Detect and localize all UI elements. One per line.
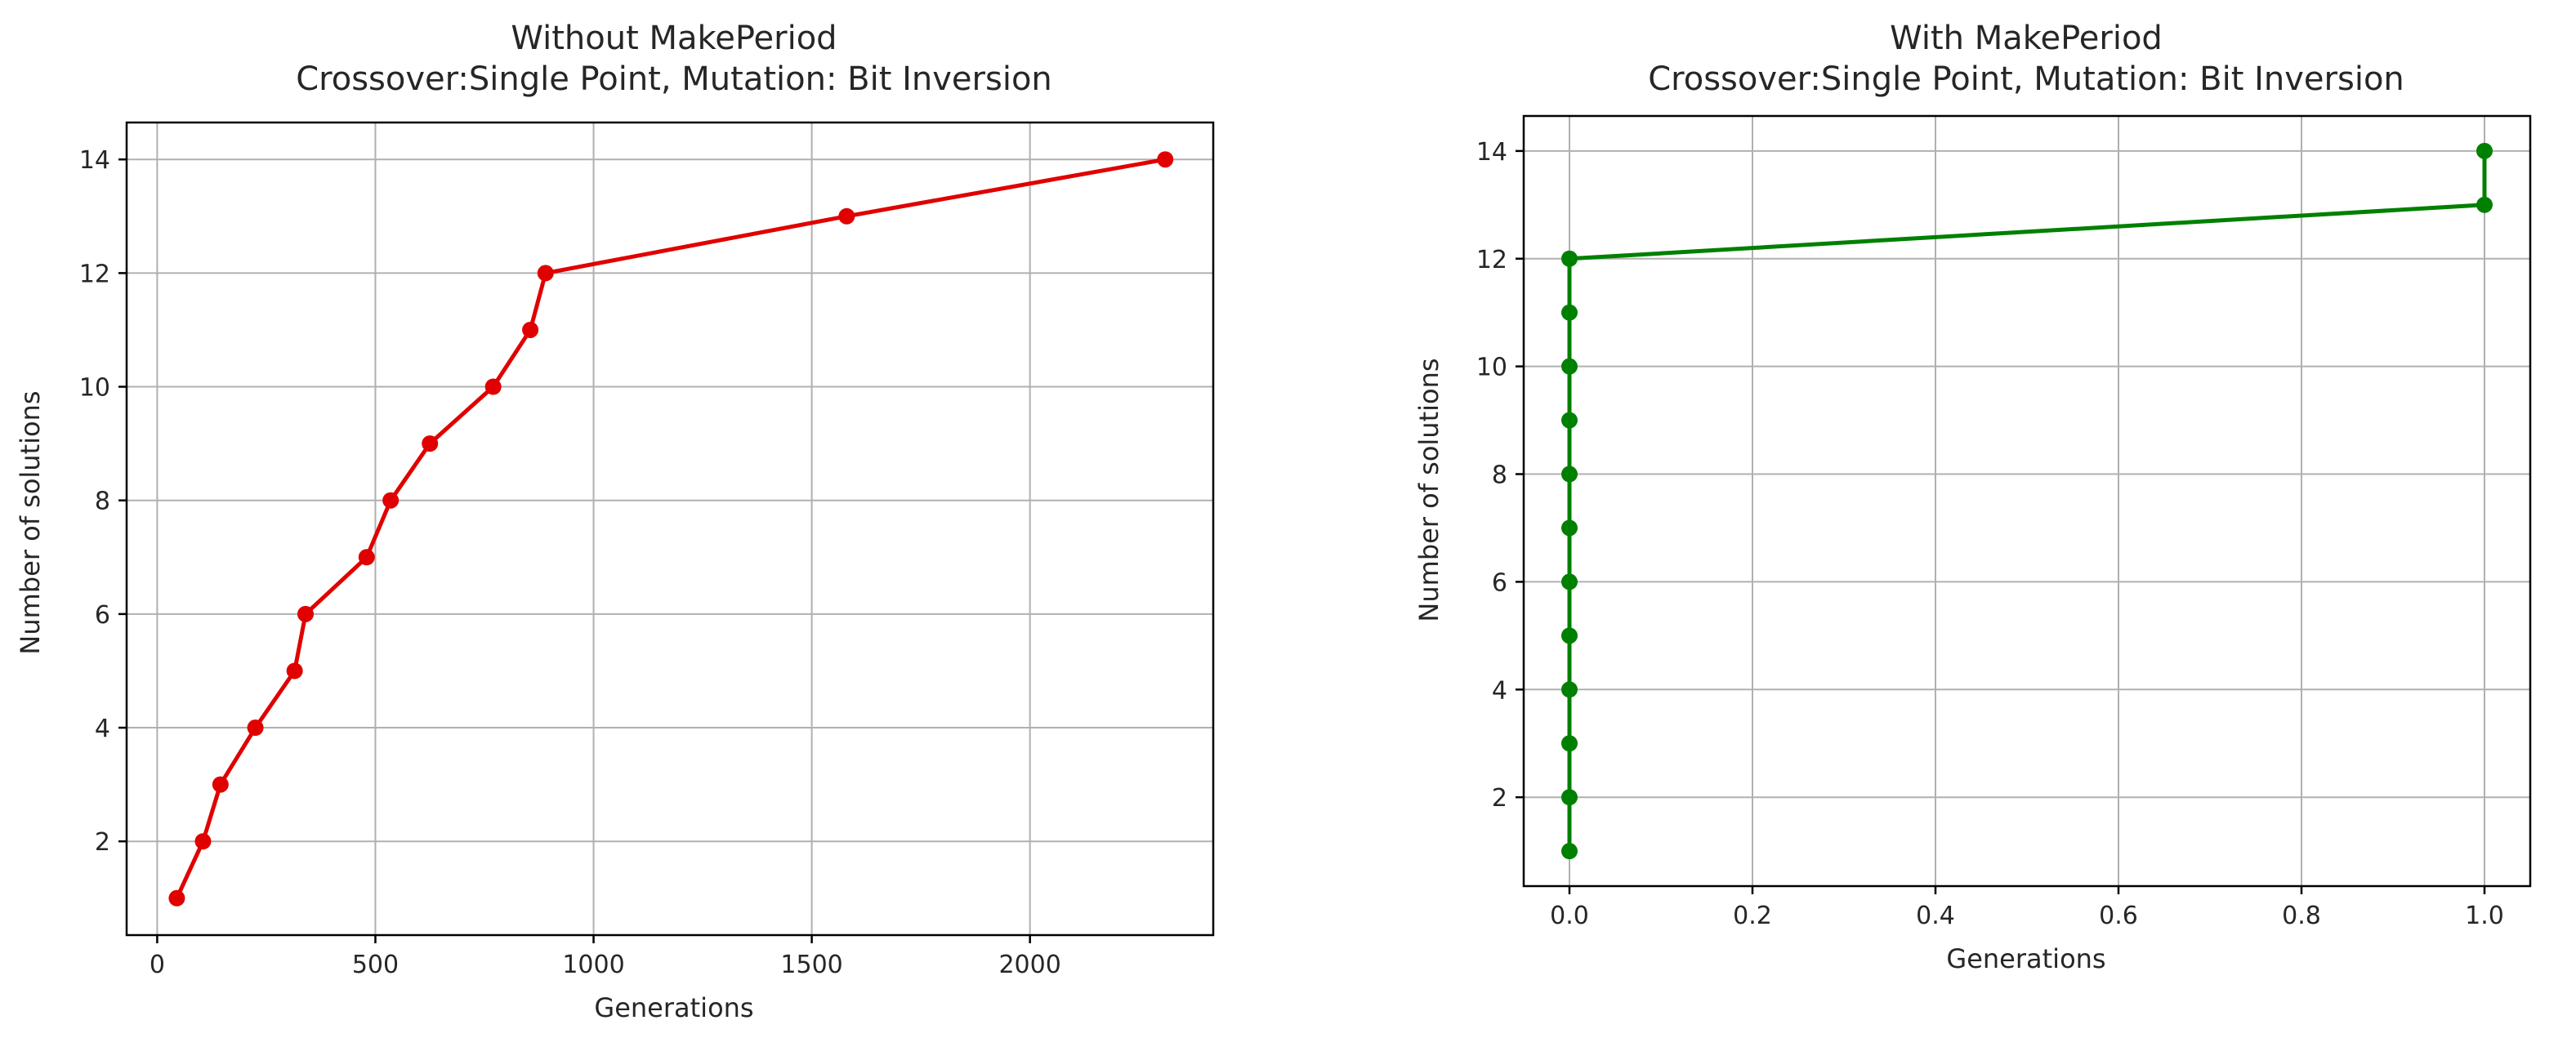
data-point xyxy=(537,265,554,282)
data-point xyxy=(522,321,539,338)
y-tick-label: 12 xyxy=(79,260,110,288)
x-tick-label: 2000 xyxy=(998,951,1060,979)
x-tick-label: 0 xyxy=(150,951,165,979)
chart-with-makeperiod: With MakePeriod Crossover:Single Point, … xyxy=(1413,20,2532,974)
x-tick-label: 1500 xyxy=(780,951,842,979)
y-tick-label: 6 xyxy=(1492,568,1507,597)
chart-without-makeperiod: Without MakePeriod Crossover:Single Poin… xyxy=(15,20,1215,1023)
y-tick-label: 14 xyxy=(1476,138,1507,167)
x-axis-label: Generations xyxy=(1946,943,2105,974)
chart-subtitle: Crossover:Single Point, Mutation: Bit In… xyxy=(1648,60,2404,98)
data-point xyxy=(1561,735,1578,752)
y-tick-label: 8 xyxy=(1492,461,1507,490)
data-point xyxy=(1561,519,1578,537)
data-point xyxy=(1561,843,1578,860)
data-point xyxy=(212,776,229,793)
x-tick-label: 500 xyxy=(352,951,399,979)
y-tick-label: 2 xyxy=(1492,784,1507,813)
y-axis-label: Number of solutions xyxy=(1413,358,1444,622)
grid xyxy=(127,123,1213,935)
data-point xyxy=(194,833,212,850)
chart-title: Without MakePeriod xyxy=(511,20,837,57)
y-tick-label: 14 xyxy=(79,146,110,175)
x-axis-label: Generations xyxy=(594,992,753,1023)
data-point xyxy=(247,720,264,737)
y-axis-label: Number of solutions xyxy=(15,390,46,654)
data-point xyxy=(1561,627,1578,644)
chart-subtitle: Crossover:Single Point, Mutation: Bit In… xyxy=(296,60,1052,98)
x-tick-label: 0.2 xyxy=(1733,902,1772,930)
data-point xyxy=(1157,151,1174,168)
data-point xyxy=(1561,789,1578,806)
data-point xyxy=(422,435,439,452)
data-point xyxy=(2476,142,2493,159)
x-tick-label: 1.0 xyxy=(2465,902,2504,930)
data-point xyxy=(168,889,185,907)
data-point xyxy=(1561,681,1578,698)
data-point xyxy=(1561,358,1578,375)
x-tick-label: 0.8 xyxy=(2282,902,2321,930)
data-point xyxy=(1561,412,1578,429)
x-tick-label: 0.6 xyxy=(2099,902,2138,930)
data-point xyxy=(1561,304,1578,321)
plot-frame xyxy=(125,121,1215,937)
data-point xyxy=(1561,573,1578,590)
data-point xyxy=(297,605,314,622)
x-tick-label: 1000 xyxy=(562,951,624,979)
chart-title: With MakePeriod xyxy=(1890,20,2163,57)
data-point xyxy=(382,492,400,509)
data-point xyxy=(2476,196,2493,213)
data-point xyxy=(1561,466,1578,483)
y-tick-label: 8 xyxy=(95,488,110,516)
y-tick-label: 10 xyxy=(1476,354,1507,382)
y-tick-label: 10 xyxy=(79,374,110,403)
data-point xyxy=(286,662,303,679)
series-line xyxy=(175,157,1166,899)
y-tick-label: 6 xyxy=(95,601,110,630)
data-point xyxy=(838,207,855,225)
y-tick-label: 2 xyxy=(95,828,110,857)
y-tick-label: 4 xyxy=(1492,676,1507,705)
series-line xyxy=(1567,150,2487,852)
data-point xyxy=(484,378,502,395)
data-point xyxy=(358,549,375,566)
x-tick-label: 0.4 xyxy=(1916,902,1955,930)
y-tick-label: 4 xyxy=(95,715,110,743)
x-tick-label: 0.0 xyxy=(1550,902,1589,930)
plot-frame xyxy=(1522,114,2532,888)
data-point xyxy=(1561,250,1578,267)
y-tick-label: 12 xyxy=(1476,246,1507,274)
